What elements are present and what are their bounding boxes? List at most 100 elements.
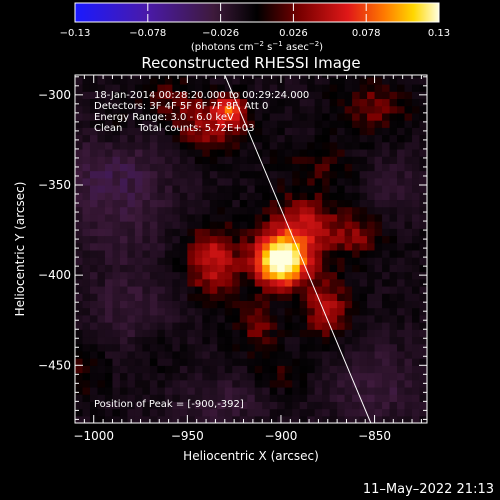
heatmap-cell [352, 156, 361, 164]
heatmap-cell [322, 141, 331, 150]
heatmap-cell [397, 372, 406, 381]
heatmap-cell [112, 213, 121, 222]
heatmap-cell [127, 235, 136, 244]
heatmap-cell [82, 271, 91, 280]
heatmap-cell [127, 350, 136, 359]
heatmap-cell [247, 278, 256, 287]
heatmap-cell [239, 98, 248, 107]
heatmap-cell [337, 300, 346, 309]
heatmap-cell [412, 76, 421, 85]
heatmap-cell [134, 206, 143, 215]
heatmap-cell [397, 264, 406, 273]
heatmap-cell [119, 408, 129, 417]
heatmap-cell [157, 365, 166, 374]
heatmap-cell [389, 156, 398, 164]
heatmap-cell [172, 170, 181, 179]
heatmap-cell [217, 264, 226, 273]
heatmap-cell [104, 235, 114, 244]
heatmap-cell [397, 192, 406, 201]
heatmap-cell [389, 358, 398, 366]
heatmap-cell [217, 372, 226, 381]
heatmap-cell [404, 75, 413, 78]
heatmap-cell [194, 278, 203, 287]
heatmap-cell [209, 322, 218, 330]
heatmap-cell [142, 177, 151, 186]
heatmap-cell [164, 76, 173, 85]
heatmap-cell [374, 98, 383, 107]
heatmap-cell [232, 408, 241, 417]
heatmap-cell [217, 278, 226, 287]
heatmap-cell [292, 105, 301, 114]
heatmap-cell [149, 401, 158, 410]
heatmap-cell [172, 84, 181, 92]
heatmap-cell [277, 242, 286, 251]
heatmap-cell [374, 329, 383, 338]
heatmap-cell [194, 84, 203, 92]
heatmap-cell [224, 300, 233, 309]
heatmap-cell [142, 386, 151, 395]
heatmap-cell [75, 84, 84, 92]
heatmap-cell [359, 76, 368, 85]
heatmap-cell [112, 163, 121, 172]
heatmap-cell [112, 300, 121, 309]
heatmap-cell [412, 401, 421, 410]
heatmap-cell [127, 242, 136, 251]
heatmap-cell [329, 379, 338, 388]
heatmap-cell [292, 257, 301, 265]
heatmap-cell [134, 264, 143, 273]
heatmap-cell [404, 235, 413, 244]
heatmap-cell [149, 278, 158, 287]
heatmap-cell [217, 141, 226, 150]
heatmap-cell [262, 415, 271, 423]
heatmap-cell [187, 285, 196, 294]
heatmap-cell [82, 75, 91, 78]
heatmap-cell [412, 343, 421, 352]
heatmap-cell [254, 199, 263, 208]
heatmap-cell [209, 372, 218, 381]
heatmap-cell [299, 242, 308, 251]
heatmap-cell [299, 350, 308, 359]
heatmap-cell [254, 379, 263, 388]
heatmap-cell [119, 105, 129, 114]
heatmap-cell [329, 350, 338, 359]
heatmap-cell [382, 170, 391, 179]
heatmap-cell [142, 84, 151, 92]
heatmap-cell [82, 379, 91, 388]
heatmap-cell [149, 293, 158, 301]
heatmap-cell [224, 285, 233, 294]
heatmap-cell [412, 358, 421, 366]
heatmap-cell [239, 163, 248, 172]
heatmap-cell [292, 379, 301, 388]
heatmap-cell [389, 141, 398, 150]
heatmap-cell [247, 336, 256, 345]
heatmap-cell [232, 329, 241, 338]
heatmap-cell [359, 213, 368, 222]
heatmap-cell [172, 98, 181, 107]
heatmap-cell [224, 98, 233, 107]
heatmap-cell [284, 84, 293, 92]
heatmap-cell [344, 350, 353, 359]
heatmap-cell [142, 271, 151, 280]
heatmap-cell [374, 84, 383, 92]
heatmap-cell [142, 401, 151, 410]
heatmap-cell [157, 293, 166, 301]
heatmap-cell [179, 120, 188, 128]
heatmap-cell [187, 415, 196, 423]
heatmap-cell [254, 98, 263, 107]
heatmap-cell [134, 358, 143, 366]
heatmap-cell [97, 221, 106, 229]
heatmap-cell [187, 127, 196, 136]
heatmap-cell [419, 264, 427, 273]
heatmap-cell [322, 184, 331, 193]
heatmap-cell [127, 112, 136, 121]
heatmap-cell [104, 365, 114, 374]
heatmap-cell [97, 120, 106, 128]
heatmap-cell [299, 264, 308, 273]
heatmap-cell [254, 105, 263, 114]
heatmap-cell [329, 156, 338, 164]
heatmap-cell [104, 221, 114, 229]
heatmap-cell [254, 314, 263, 323]
heatmap-cell [382, 156, 391, 164]
heatmap-cell [307, 199, 316, 208]
heatmap-cell [367, 415, 376, 423]
